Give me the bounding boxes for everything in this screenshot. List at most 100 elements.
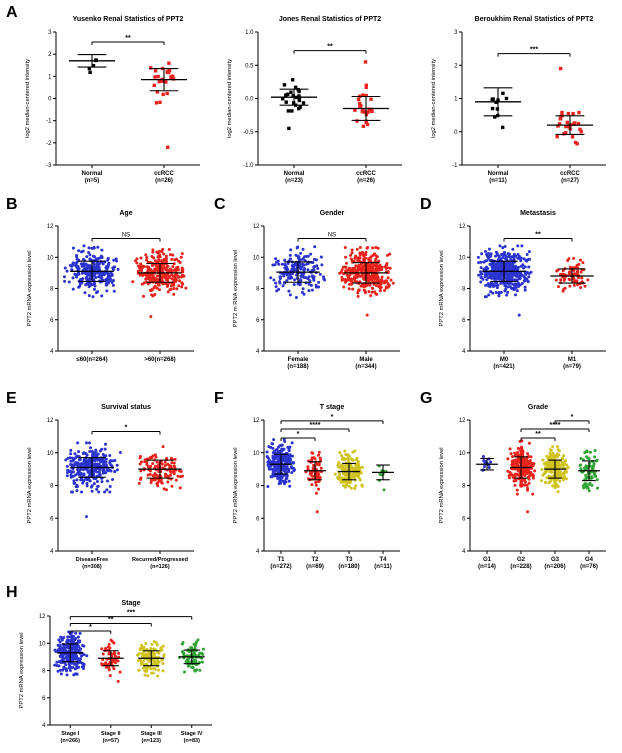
svg-text:(n=266): (n=266) — [61, 738, 81, 744]
svg-text:(n=344): (n=344) — [355, 364, 376, 370]
svg-text:*: * — [297, 431, 300, 438]
svg-text:Stage II: Stage II — [101, 731, 121, 737]
svg-text:10: 10 — [47, 451, 54, 457]
svg-text:log2 median-centered intensity: log2 median-centered intensity — [25, 59, 31, 138]
svg-text:-1.0: -1.0 — [243, 163, 254, 169]
svg-text:G1: G1 — [483, 557, 492, 563]
svg-text:10: 10 — [459, 451, 466, 457]
svg-text:6: 6 — [50, 318, 54, 324]
svg-text:ccRCC: ccRCC — [356, 171, 376, 177]
svg-text:12: 12 — [253, 418, 260, 424]
svg-text:PPT2 mRNA expression level: PPT2 mRNA expression level — [27, 447, 33, 523]
chart-survival-status: Survival status PPT2 mRNA expression leve… — [27, 404, 194, 570]
svg-text:**: ** — [327, 44, 333, 51]
svg-text:8: 8 — [462, 484, 466, 490]
svg-text:8: 8 — [42, 669, 46, 675]
svg-text:(n=69): (n=69) — [306, 564, 324, 570]
svg-text:*: * — [331, 414, 334, 421]
svg-text:PPT2 m RNA expression level: PPT2 m RNA expression level — [233, 250, 239, 328]
svg-text:NS: NS — [122, 233, 130, 239]
svg-text:10: 10 — [253, 451, 260, 457]
svg-text:PPT2 mRNA expression level: PPT2 mRNA expression level — [439, 447, 445, 523]
svg-text:log2 median-centered intensity: log2 median-centered intensity — [227, 59, 233, 138]
svg-text:T4: T4 — [379, 557, 387, 563]
svg-text:G2: G2 — [517, 557, 526, 563]
svg-text:PPT2 mRNA expression level: PPT2 mRNA expression level — [27, 250, 33, 326]
plot-yusenko: Yusenko Renal Statistics of PPT2 log2 med… — [22, 12, 208, 192]
panel-label-H: H — [6, 584, 18, 601]
svg-text:Stage III: Stage III — [141, 731, 163, 737]
svg-text:10: 10 — [39, 641, 46, 647]
svg-text:12: 12 — [253, 224, 260, 230]
svg-text:Metastasis: Metastasis — [520, 210, 556, 217]
svg-text:12: 12 — [459, 224, 466, 230]
plot-metastasis: Metastasis PPT2 mRNA expression level 4 6 8 1… — [436, 206, 614, 378]
svg-text:M0: M0 — [500, 357, 509, 363]
svg-text:Normal: Normal — [82, 171, 103, 177]
svg-text:8: 8 — [462, 287, 466, 293]
svg-text:log2 median-centered intensity: log2 median-centered intensity — [431, 59, 437, 138]
chart-jones: Jones Renal Statistics of PPT2 log2 media… — [227, 16, 402, 184]
svg-text:-1: -1 — [452, 163, 458, 169]
svg-text:≤60(n=264): ≤60(n=264) — [76, 357, 107, 363]
svg-text:8: 8 — [50, 484, 54, 490]
svg-text:12: 12 — [459, 418, 466, 424]
svg-text:(n=76): (n=76) — [580, 564, 598, 570]
svg-text:2: 2 — [48, 52, 52, 58]
svg-text:4: 4 — [462, 549, 466, 555]
plot-stage: Stage PPT2 mRNA expression level 4 6 8 10 12 St… — [16, 596, 220, 752]
svg-text:*: * — [571, 414, 574, 421]
panel-label-D: D — [420, 196, 432, 213]
svg-text:4: 4 — [256, 349, 260, 355]
svg-text:PPT2 mRNA expression level: PPT2 mRNA expression level — [233, 447, 239, 523]
svg-text:(n=11): (n=11) — [489, 178, 507, 184]
svg-text:G3: G3 — [551, 557, 560, 563]
chart-age: Age PPT2 mRNA expression level 4 6 8 10 12 ≤60(… — [27, 210, 194, 363]
svg-text:(n=228): (n=228) — [510, 564, 531, 570]
svg-text:1: 1 — [454, 97, 458, 103]
svg-text:(n=11): (n=11) — [374, 564, 392, 570]
svg-text:1.0: 1.0 — [245, 30, 254, 36]
panel-label-C: C — [214, 196, 226, 213]
chart-yusenko: Yusenko Renal Statistics of PPT2 log2 med… — [25, 16, 200, 184]
panel-label-F: F — [214, 390, 224, 407]
svg-text:8: 8 — [256, 287, 260, 293]
svg-text:Female: Female — [288, 357, 309, 363]
chart-stage: Stage PPT2 mRNA expression level 4 6 8 10 12 St… — [19, 600, 212, 744]
svg-text:**: ** — [535, 232, 541, 239]
svg-text:(n=126): (n=126) — [150, 564, 170, 570]
svg-text:***: *** — [127, 610, 135, 617]
chart-grade: Grade PPT2 mRNA expression level 4 6 8 10 12 G1… — [439, 404, 606, 570]
svg-text:0: 0 — [454, 130, 458, 136]
svg-text:0: 0 — [48, 97, 52, 103]
panel-label-A: A — [6, 4, 18, 21]
svg-text:Survival status: Survival status — [101, 404, 151, 411]
svg-text:(n=26): (n=26) — [357, 178, 375, 184]
svg-text:12: 12 — [39, 614, 46, 620]
svg-text:4: 4 — [256, 549, 260, 555]
svg-text:4: 4 — [462, 349, 466, 355]
plot-grade: Grade PPT2 mRNA expression level 4 6 8 10 12 G1… — [436, 400, 614, 578]
svg-text:(n=180): (n=180) — [338, 564, 359, 570]
svg-text:ccRCC: ccRCC — [560, 171, 580, 177]
svg-text:10: 10 — [47, 255, 54, 261]
svg-text:T1: T1 — [277, 557, 285, 563]
svg-text:***: *** — [530, 47, 538, 54]
svg-text:Male: Male — [359, 357, 373, 363]
svg-text:Gender: Gender — [320, 210, 345, 217]
svg-text:(n=14): (n=14) — [478, 564, 496, 570]
svg-text:(n=206): (n=206) — [544, 564, 565, 570]
svg-text:(n=5): (n=5) — [85, 178, 100, 184]
chart-t-stage: T stage PPT2 mRNA expression level 4 6 8 10 12… — [233, 404, 400, 570]
svg-text:(n=27): (n=27) — [561, 178, 579, 184]
svg-text:Grade: Grade — [528, 404, 548, 411]
panel-label-B: B — [6, 196, 18, 213]
svg-text:Stage: Stage — [121, 600, 140, 607]
svg-text:8: 8 — [50, 287, 54, 293]
svg-text:4: 4 — [50, 549, 54, 555]
plot-age: Age PPT2 mRNA expression level 4 6 8 10 12 ≤60(… — [24, 206, 202, 378]
svg-text:M1: M1 — [568, 357, 577, 363]
svg-text:*: * — [125, 424, 128, 431]
svg-text:Beroukhim Renal Statistics of: Beroukhim Renal Statistics of PPT2 — [475, 16, 594, 23]
svg-text:**: ** — [535, 431, 541, 438]
